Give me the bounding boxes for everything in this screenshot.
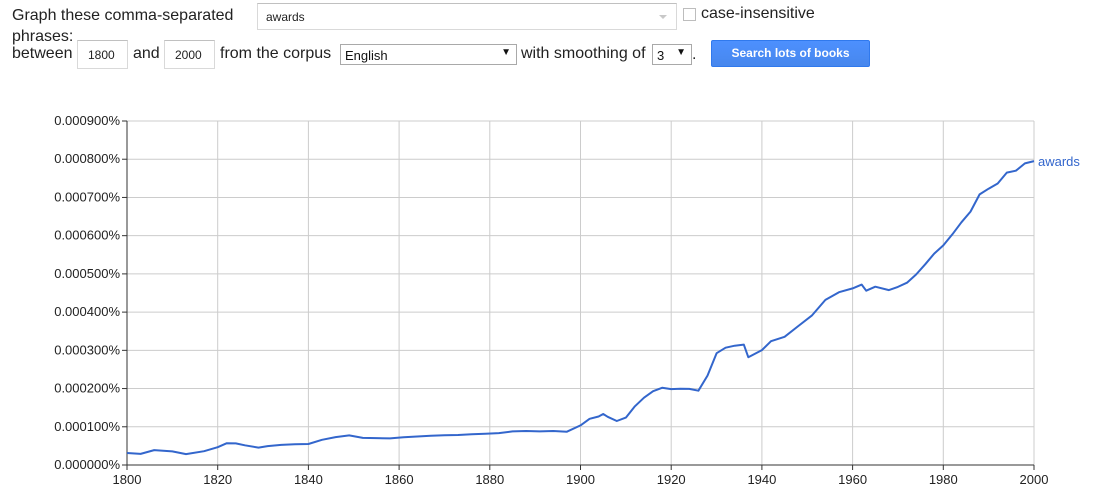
and-label: and <box>133 45 160 62</box>
smoothing-dropdown-arrow-icon: ▼ <box>676 47 686 58</box>
between-label: between <box>12 45 73 62</box>
y-tick-label: 0.000400% <box>54 304 120 319</box>
x-tick-label: 1980 <box>929 472 958 487</box>
y-tick-label: 0.000100% <box>54 419 120 434</box>
x-tick-label: 1940 <box>747 472 776 487</box>
case-insensitive-checkbox[interactable] <box>683 8 696 21</box>
graph-phrases-label: Graph these comma-separated <box>12 7 234 24</box>
corpus-label: from the corpus <box>220 45 332 62</box>
case-insensitive-label: case-insensitive <box>701 5 815 22</box>
x-tick-label: 1820 <box>203 472 232 487</box>
x-tick-label: 1880 <box>475 472 504 487</box>
phrase-dropdown-arrow-icon[interactable] <box>659 15 667 19</box>
x-tick-label: 1920 <box>657 472 686 487</box>
corpus-select-value: English <box>345 48 388 63</box>
y-tick-label: 0.000800% <box>54 151 120 166</box>
series-line-awards[interactable] <box>126 160 1035 456</box>
chart-series[interactable]: awards <box>126 154 1080 456</box>
y-tick-label: 0.000900% <box>54 113 120 128</box>
y-tick-label: 0.000300% <box>54 342 120 357</box>
corpus-dropdown-arrow-icon: ▼ <box>501 47 511 58</box>
x-tick-label: 1840 <box>294 472 323 487</box>
search-button[interactable]: Search lots of books <box>711 40 870 67</box>
y-tick-label: 0.000600% <box>54 228 120 243</box>
smoothing-select[interactable]: 3 ▼ <box>652 44 692 65</box>
x-tick-label: 2000 <box>1020 472 1049 487</box>
smoothing-select-value: 3 <box>657 48 665 63</box>
start-year-input[interactable] <box>77 40 128 69</box>
x-tick-label: 1900 <box>566 472 595 487</box>
series-label-awards[interactable]: awards <box>1038 154 1080 169</box>
period-label: . <box>692 46 697 63</box>
phrase-input[interactable] <box>257 3 677 30</box>
phrases-label: phrases: <box>12 28 74 45</box>
corpus-select[interactable]: English ▼ <box>340 44 517 65</box>
chart-grid <box>126 120 1035 466</box>
y-tick-label: 0.000000% <box>54 457 120 472</box>
end-year-input[interactable] <box>164 40 215 69</box>
x-tick-label: 1960 <box>838 472 867 487</box>
y-tick-label: 0.000500% <box>54 266 120 281</box>
x-tick-label: 1800 <box>113 472 142 487</box>
smoothing-label: with smoothing of <box>521 45 646 62</box>
y-tick-label: 0.000700% <box>54 189 120 204</box>
x-tick-label: 1860 <box>385 472 414 487</box>
y-tick-label: 0.000200% <box>54 381 120 396</box>
chart-axes: 0.000000% 0.000100% 0.000200% 0.000300% 0.00… <box>54 113 1048 487</box>
